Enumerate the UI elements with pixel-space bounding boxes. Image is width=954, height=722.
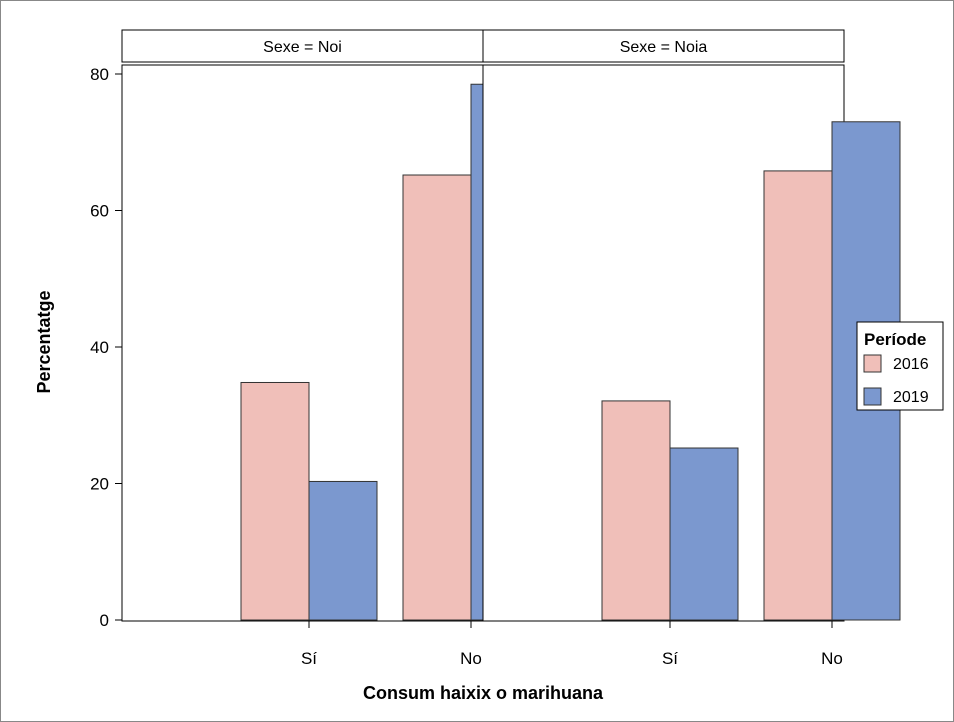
panel-strip [121,29,484,63]
panel-1: Sexe = Noi [121,29,540,622]
y-tick-label: 60 [90,202,109,221]
bar-2016-no [763,170,833,621]
legend: Període 2016 2019 [856,321,944,411]
bar-2016-no [402,174,472,621]
bar-2016-s [601,400,671,621]
x-tick-label: Sí [662,649,678,668]
y-axis: 0 20 40 60 80 [90,65,122,630]
panel-strip [482,29,845,63]
panel-strip-label: Sexe = Noi [263,39,342,56]
legend-label-2019: 2019 [893,389,929,406]
y-tick-label: 0 [100,611,109,630]
legend-swatch-2019 [863,387,882,406]
bar-2016-s [240,381,310,621]
panel-2: Sexe = Noia [482,29,901,622]
legend-entries: 2016 2019 [863,354,929,406]
facet-panels: Sexe = Noi Sexe = Noia [121,29,901,622]
bar-2019-s [669,447,739,621]
legend-swatch-2016 [863,354,882,373]
bar-2019-s [308,480,378,621]
y-tick-label: 20 [90,475,109,494]
x-tick-label: No [821,649,843,668]
x-axis-title: Consum haixix o marihuana [363,683,604,703]
legend-title: Període [864,330,926,349]
x-tick-label: No [460,649,482,668]
y-axis-title: Percentatge [34,290,54,393]
y-tick-label: 80 [90,65,109,84]
y-tick-label: 40 [90,338,109,357]
x-tick-label: Sí [301,649,317,668]
panel-strip-label: Sexe = Noia [620,39,708,56]
legend-label-2016: 2016 [893,356,929,373]
x-axis: Sí No Sí No [301,621,843,668]
